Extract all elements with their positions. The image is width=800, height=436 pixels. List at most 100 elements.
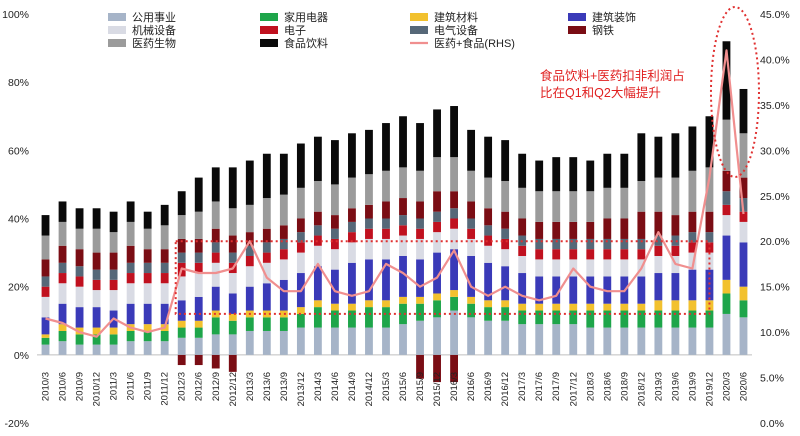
legend-swatch — [568, 13, 586, 21]
x-tick-label: 2015/6 — [398, 372, 409, 401]
bar-segment — [586, 221, 595, 239]
bar-segment — [637, 276, 646, 304]
y-right-tick-label: 15.0% — [760, 282, 790, 294]
negative-bar-segment — [450, 354, 458, 383]
bar-segment — [228, 313, 237, 321]
bar-segment — [331, 238, 339, 250]
x-tick-label: 2017/6 — [534, 372, 545, 401]
bar-segment — [194, 327, 203, 338]
bar-segment — [688, 269, 697, 301]
bar-segment — [194, 337, 203, 355]
bar-segment — [92, 334, 101, 345]
bar-segment — [296, 143, 305, 188]
bar-segment — [705, 211, 714, 233]
bar-segment — [143, 262, 152, 274]
bar-segment — [586, 310, 595, 328]
y-left-tick-label: -20% — [4, 418, 29, 430]
bar-segment — [160, 330, 169, 342]
bar-segment — [194, 252, 203, 263]
bar-segment — [688, 242, 697, 253]
bar-segment — [160, 341, 169, 355]
bar-segment — [143, 283, 152, 304]
bar-segment — [348, 232, 356, 243]
bar-segment — [75, 249, 84, 267]
bar-segment — [688, 126, 697, 171]
bar-segment — [126, 245, 135, 263]
bar-segment — [41, 296, 50, 318]
bar-segment — [552, 249, 561, 260]
bar-segment — [279, 310, 288, 318]
bar-segment — [688, 232, 697, 243]
bar-segment — [348, 208, 356, 222]
legend-swatch — [260, 39, 278, 47]
bar-segment — [467, 170, 476, 202]
bar-segment — [620, 259, 629, 277]
legend-label: 机械设备 — [132, 23, 176, 37]
bar-segment — [228, 252, 237, 263]
x-tick-label: 2017/12 — [568, 372, 579, 406]
bar-segment — [739, 317, 748, 355]
legend-swatch — [108, 13, 126, 21]
bar-segment — [279, 317, 288, 331]
bar-segment — [535, 221, 544, 239]
bar-segment — [722, 313, 731, 355]
bar-segment — [41, 337, 50, 345]
y-right-tick-label: 40.0% — [760, 54, 790, 66]
bar-segment — [126, 273, 135, 284]
bar-segment — [450, 208, 458, 219]
bar-segment — [705, 327, 714, 355]
axis-layer: -20% 0% 20% 40% 60% 80% 100% 0.0% 5.0% 10.0% 15.0%… — [2, 9, 790, 430]
bar-segment — [620, 310, 629, 328]
bar-segment — [262, 242, 271, 253]
bar-segment — [552, 191, 561, 222]
bar-segment — [484, 177, 493, 209]
bar-segment — [637, 238, 646, 250]
bar-segment — [722, 170, 731, 192]
bar-segment — [92, 290, 101, 308]
bar-segment — [41, 344, 50, 355]
bar-segment — [126, 330, 135, 342]
bar-segment — [382, 123, 390, 171]
bar-segment — [75, 276, 84, 287]
bar-segment — [228, 167, 237, 209]
bar-segment — [382, 259, 390, 301]
bar-segment — [399, 116, 407, 168]
bar-segment — [262, 262, 271, 284]
bar-segment — [348, 262, 356, 304]
bar-segment — [262, 228, 271, 243]
bar-segment — [722, 215, 731, 236]
bar-segment — [211, 262, 220, 287]
annotation: 食品饮料+医药扣非利润占 比在Q1和Q2大幅提升 — [540, 68, 685, 100]
dotted-range-box — [174, 240, 711, 315]
bar-segment — [467, 238, 476, 256]
bar-segment — [143, 211, 152, 229]
bar-segment — [484, 245, 493, 263]
bar-segment — [433, 293, 441, 301]
bar-segment — [348, 327, 356, 355]
x-tick-label: 2016/12 — [500, 372, 511, 406]
negative-bar-segment — [228, 354, 237, 372]
bar-segment — [484, 262, 493, 301]
bar-segment — [450, 157, 458, 192]
bar-segment — [348, 310, 356, 328]
bar-segment — [467, 317, 476, 355]
bar-segment — [467, 201, 476, 219]
bar-segment — [739, 300, 748, 318]
bar-segment — [313, 136, 322, 182]
bar-segment — [194, 177, 203, 212]
bar-segment — [501, 249, 510, 267]
x-tick-label: 2015/12 — [432, 372, 443, 406]
x-tick-label: 2010/12 — [92, 372, 103, 406]
bar-segment — [211, 242, 220, 253]
bar-segment — [484, 307, 493, 321]
bar-segment — [58, 201, 67, 222]
bar-segment — [348, 221, 356, 233]
bar-segment — [331, 269, 339, 304]
bar-segment — [722, 279, 731, 294]
x-tick-label: 2014/12 — [364, 372, 375, 406]
x-tick-label: 2019/3 — [653, 372, 664, 401]
line-layer — [45, 49, 745, 338]
bar-segment — [637, 211, 646, 239]
